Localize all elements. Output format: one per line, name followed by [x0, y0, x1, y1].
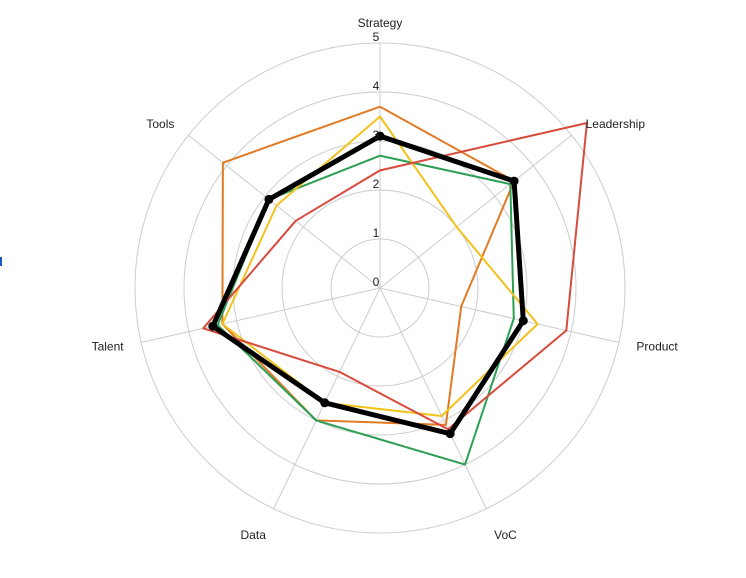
- axis-label-strategy: Strategy: [358, 16, 403, 30]
- spoke-data: [273, 287, 381, 509]
- tick-label-4: 4: [373, 79, 380, 93]
- series-1-line: [221, 105, 516, 426]
- series-5-point-strategy: [375, 131, 385, 141]
- tick-label-5: 5: [373, 30, 380, 44]
- radar-series-group: [202, 105, 588, 466]
- tick-label-0: 0: [373, 275, 380, 289]
- tick-label-3: 3: [373, 128, 380, 142]
- series-5-line: [210, 133, 526, 437]
- spoke-tools: [188, 134, 381, 289]
- axis-label-talent: Talent: [92, 340, 125, 354]
- spoke-voc: [379, 287, 487, 509]
- axis-label-tools: Tools: [146, 117, 174, 131]
- spoke-product: [379, 287, 619, 344]
- radar-grid: [134, 42, 626, 534]
- series-5-point-leadership: [509, 176, 519, 186]
- spoke-leadership: [379, 134, 572, 289]
- series-2-line: [216, 154, 515, 466]
- series-5-point-data: [320, 398, 330, 408]
- series-5-point-voc: [445, 429, 455, 439]
- axis-label-leadership: Leadership: [586, 117, 646, 131]
- series-3-line: [221, 115, 539, 417]
- axis-label-voc: VoC: [494, 528, 517, 542]
- series-4-line: [202, 122, 588, 431]
- series-5-point-tools: [264, 194, 274, 204]
- spoke-talent: [141, 287, 381, 344]
- series-5-point-product: [518, 316, 528, 326]
- series-5-point-talent: [208, 321, 218, 331]
- axis-label-data: Data: [241, 528, 267, 542]
- axis-label-product: Product: [636, 340, 678, 354]
- left-edge-marker: [0, 257, 2, 266]
- tick-label-2: 2: [373, 177, 380, 191]
- tick-label-1: 1: [373, 226, 380, 240]
